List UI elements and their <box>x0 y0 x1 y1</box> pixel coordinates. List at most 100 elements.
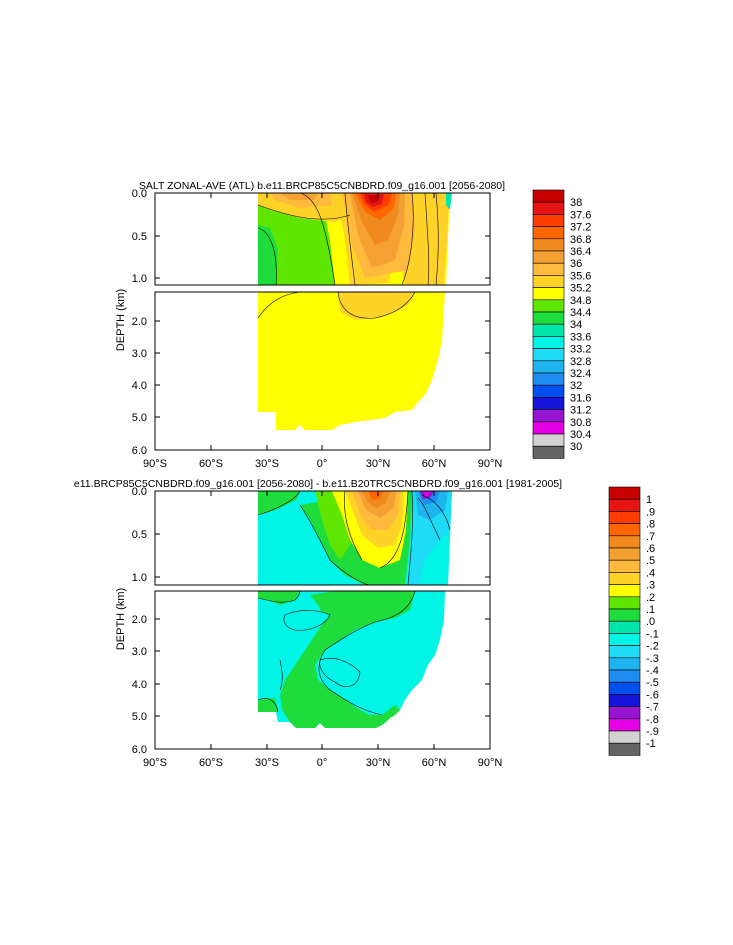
colorbar-2-box-10 <box>608 608 641 622</box>
panel-1-ylabel: DEPTH (km) <box>115 289 127 351</box>
colorbar-2-label-6: .4 <box>646 567 655 579</box>
p2-xtick-3: 0° <box>317 757 328 769</box>
p2-l-cyan-island2 <box>319 658 360 687</box>
p1-xtick-4: 30°N <box>366 458 391 470</box>
colorbar-1-label-15: 32 <box>570 380 582 392</box>
colorbar-2-box-11 <box>608 620 641 634</box>
panel-2-ylabel: DEPTH (km) <box>115 588 127 650</box>
colorbar-2-box-21 <box>608 742 641 756</box>
p1-u-green2 <box>258 225 278 285</box>
colorbar-1-box-9 <box>532 299 565 313</box>
p1-u-salt-core8 <box>368 195 380 203</box>
p2-ytick-4: 3.0 <box>132 646 147 658</box>
panel-1-lower-field <box>257 292 445 430</box>
colorbar-2-box-15 <box>608 669 641 683</box>
colorbar-2-box-7 <box>608 572 641 585</box>
colorbar-2-box-20 <box>608 730 641 744</box>
p1-ytick-0: 0.0 <box>132 188 147 200</box>
p2-l-green-deep <box>258 698 278 712</box>
colorbar-2-label-19: -.9 <box>646 726 659 738</box>
p1-xtick-0: 90°S <box>143 458 167 470</box>
p2-ytick-0: 0.0 <box>132 486 147 498</box>
p1-ytick-4: 3.0 <box>132 348 147 360</box>
colorbar-1-box-2 <box>532 214 565 227</box>
p1-xtick-1: 60°S <box>199 458 223 470</box>
p1-l-orange <box>338 292 415 320</box>
p1-ytick-2: 1.0 <box>132 273 147 285</box>
panel-2-colorbar: 1.9.8.7.6.5.4.3.2.1.0-.1-.2-.3-.4-.5-.6-… <box>608 486 659 756</box>
colorbar-2-box-18 <box>608 706 641 720</box>
panel-1: SALT ZONAL-AVE (ATL) b.e11.BRCP85C5CNBDR… <box>115 180 591 470</box>
p2-ytick-2: 1.0 <box>132 572 147 584</box>
colorbar-1-box-21 <box>532 445 565 459</box>
colorbar-2-box-8 <box>608 584 641 598</box>
p2-xtick-4: 30°N <box>366 757 391 769</box>
p1-l-base <box>258 292 445 430</box>
colorbar-1-box-15 <box>532 372 565 386</box>
colorbar-2-box-1 <box>608 498 641 512</box>
colorbar-2-box-14 <box>608 657 641 671</box>
colorbar-1-box-4 <box>532 238 565 252</box>
p1-l-contours <box>257 292 416 319</box>
colorbar-2-label-14: -.4 <box>646 665 659 677</box>
panel-2-tick-marks <box>154 490 491 750</box>
colorbar-2-label-4: .6 <box>646 543 655 555</box>
colorbar-1-label-20: 30 <box>570 441 582 453</box>
colorbar-1-label-6: 35.6 <box>570 270 591 282</box>
colorbar-2-box-6 <box>608 559 641 573</box>
colorbar-1-label-17: 31.2 <box>570 405 591 417</box>
colorbar-2-box-17 <box>608 694 641 707</box>
p1-ytick-1: 0.5 <box>132 231 147 243</box>
colorbar-2-box-16 <box>608 681 641 695</box>
p2-u-north5 <box>424 492 431 496</box>
p2-l-green2 <box>280 591 415 728</box>
p2-xtick-5: 60°N <box>422 757 447 769</box>
colorbar-1-box-16 <box>532 384 565 398</box>
colorbar-2-box-19 <box>608 718 641 732</box>
colorbar-2-box-12 <box>608 633 641 646</box>
colorbar-1-box-7 <box>532 275 565 288</box>
panel-1-title: SALT ZONAL-AVE (ATL) b.e11.BRCP85C5CNBDR… <box>139 180 505 192</box>
colorbar-2-box-13 <box>608 645 641 659</box>
panel-2-lower-field <box>257 591 445 728</box>
colorbar-1-label-13: 32.8 <box>570 356 591 368</box>
p2-ytick-3: 2.0 <box>132 614 147 626</box>
colorbar-1-label-7: 35.2 <box>570 283 591 295</box>
colorbar-2-label-18: -.8 <box>646 714 659 726</box>
colorbar-1-box-19 <box>532 421 565 435</box>
p2-u-y5 <box>362 491 390 508</box>
colorbar-1-label-16: 31.6 <box>570 392 591 404</box>
colorbar-2-label-1: .9 <box>646 506 655 518</box>
colorbar-2-label-7: .3 <box>646 580 655 592</box>
colorbar-2-label-2: .8 <box>646 519 655 531</box>
panel-2: e11.BRCP85C5CNBDRD.f09_g16.001 [2056-208… <box>74 478 659 769</box>
colorbar-1-box-14 <box>532 360 565 374</box>
colorbar-1-label-11: 33.6 <box>570 331 591 343</box>
colorbar-1-box-20 <box>532 433 565 447</box>
panel-2-upper-field <box>257 491 452 585</box>
p2-ytick-5: 4.0 <box>132 679 147 691</box>
panel-2-title: e11.BRCP85C5CNBDRD.f09_g16.001 [2056-208… <box>74 478 562 490</box>
p2-ytick-1: 0.5 <box>132 529 147 541</box>
colorbar-2-label-12: -.2 <box>646 641 659 653</box>
p1-xtick-5: 60°N <box>422 458 447 470</box>
p2-xtick-2: 30°S <box>255 757 279 769</box>
colorbar-2-label-10: .0 <box>646 616 655 628</box>
colorbar-1-label-19: 30.4 <box>570 429 591 441</box>
colorbar-1-label-14: 32.4 <box>570 368 591 380</box>
colorbar-2-box-0 <box>608 486 641 500</box>
colorbar-1-box-6 <box>532 262 565 276</box>
colorbar-1-label-0: 38 <box>570 197 582 209</box>
p1-xtick-3: 0° <box>317 458 328 470</box>
p1-ytick-7: 6.0 <box>132 445 147 457</box>
p2-ytick-7: 6.0 <box>132 744 147 756</box>
p2-xtick-6: 90°N <box>478 757 503 769</box>
colorbar-2-box-4 <box>608 535 641 549</box>
colorbar-2-box-2 <box>608 511 641 524</box>
colorbar-1-label-8: 34.8 <box>570 295 591 307</box>
p2-xtick-0: 90°S <box>143 757 167 769</box>
panel-1-y-ticks: 0.0 0.5 1.0 2.0 3.0 4.0 5.0 6.0 <box>132 188 147 457</box>
p1-u-orange3 <box>280 193 318 200</box>
p2-xtick-1: 60°S <box>199 757 223 769</box>
